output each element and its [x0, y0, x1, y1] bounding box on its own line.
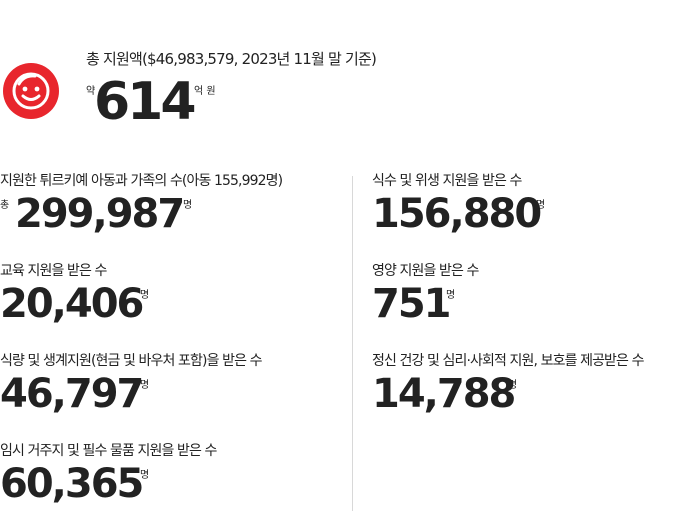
stat-label: 정신 건강 및 심리·사회적 지원, 보호를 제공받은 수	[372, 353, 644, 369]
total-support-value: 614	[94, 72, 197, 132]
stat-label: 영양 지원을 받은 수	[372, 263, 479, 279]
total-support-label: 총 지원액($46,983,579, 2023년 11월 말 기준)	[86, 50, 377, 68]
stat-value: 14,788	[372, 371, 516, 417]
stat-children-families: 지원한 튀르키예 아동과 가족의 수(아동 155,992명) 총 299,98…	[0, 172, 283, 240]
stat-nutrition: 영양 지원을 받은 수 751 명	[372, 262, 479, 330]
stat-mental-health-protection: 정신 건강 및 심리·사회적 지원, 보호를 제공받은 수 14,788 명	[372, 352, 644, 420]
stat-unit: 명	[446, 290, 456, 301]
stat-value: 299,987	[15, 191, 185, 237]
stat-value: 156,880	[372, 191, 542, 237]
stat-value: 751	[372, 281, 451, 327]
stat-unit: 명	[140, 470, 150, 481]
stat-label: 지원한 튀르키예 아동과 가족의 수(아동 155,992명)	[0, 173, 283, 189]
total-support-prefix: 약	[86, 86, 96, 97]
stat-value: 20,406	[0, 281, 144, 327]
stat-label: 식량 및 생계지원(현금 및 바우처 포함)을 받은 수	[0, 353, 263, 369]
stat-education: 교육 지원을 받은 수 20,406 명	[0, 262, 149, 330]
stat-unit: 명	[536, 200, 546, 211]
smiley-face-logo-icon	[2, 62, 60, 120]
stat-label: 교육 지원을 받은 수	[0, 263, 107, 279]
stat-unit: 명	[140, 290, 150, 301]
stat-unit: 명	[183, 200, 193, 211]
stat-unit: 명	[140, 380, 150, 391]
stat-food-livelihood: 식량 및 생계지원(현금 및 바우처 포함)을 받은 수 46,797 명	[0, 352, 263, 420]
stat-value: 46,797	[0, 371, 144, 417]
stat-shelter-items: 임시 거주지 및 필수 물품 지원을 받은 수 60,365 명	[0, 442, 217, 510]
stat-prefix: 총	[0, 200, 10, 211]
stat-value: 60,365	[0, 461, 144, 507]
stat-label: 식수 및 위생 지원을 받은 수	[372, 173, 522, 189]
stat-label: 임시 거주지 및 필수 물품 지원을 받은 수	[0, 443, 217, 459]
total-support-unit: 억 원	[194, 86, 216, 97]
column-divider	[352, 176, 353, 511]
stat-unit: 명	[508, 380, 518, 391]
stat-water-sanitation: 식수 및 위생 지원을 받은 수 156,880 명	[372, 172, 545, 240]
